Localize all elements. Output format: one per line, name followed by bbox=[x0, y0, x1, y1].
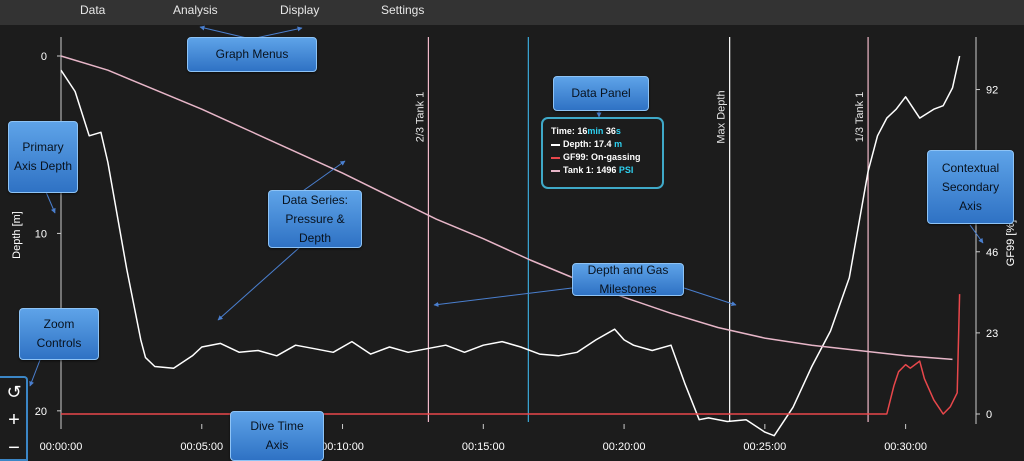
callout-dive-time-axis: Dive Time Axis bbox=[230, 411, 324, 461]
dp-gf-swatch bbox=[551, 156, 560, 159]
x-tick-label: 00:05:00 bbox=[180, 441, 223, 453]
dp-tank-label: Tank 1: bbox=[563, 165, 594, 175]
x-tick-label: 00:30:00 bbox=[884, 441, 927, 453]
dp-time-label: Time: bbox=[551, 126, 575, 136]
arrow-to-maxdepth-milestone bbox=[683, 287, 737, 306]
menu-display[interactable]: Display bbox=[280, 3, 320, 17]
y2-axis-label: GF99 [%] bbox=[1005, 220, 1017, 266]
arrow-to-secondary-axis bbox=[969, 224, 984, 244]
x-tick-label: 00:15:00 bbox=[462, 441, 505, 453]
milestone-label: Max Depth bbox=[716, 90, 728, 143]
dive-chart[interactable]: 05101520023469200:00:0000:05:0000:10:000… bbox=[0, 25, 1024, 461]
zoom-out-icon[interactable]: − bbox=[8, 437, 20, 459]
dp-time-min-unit: min bbox=[587, 126, 604, 136]
menu-analysis[interactable]: Analysis bbox=[173, 3, 218, 17]
y-tick-label: 10 bbox=[35, 228, 47, 240]
callout-graph-menus: Graph Menus bbox=[187, 37, 317, 72]
x-tick-label: 00:00:00 bbox=[40, 441, 83, 453]
menu-bar: Data Analysis Display Settings bbox=[0, 0, 1024, 25]
y2-tick-label: 23 bbox=[986, 328, 998, 340]
milestone-label: 1/3 Tank 1 bbox=[854, 92, 866, 143]
gf99-series-line bbox=[61, 294, 961, 415]
y2-tick-label: 0 bbox=[986, 409, 992, 421]
callout-primary-axis: Primary Axis Depth bbox=[8, 121, 78, 193]
callout-contextual-axis: Contextual Secondary Axis bbox=[927, 150, 1014, 224]
dp-tank-unit: PSI bbox=[618, 165, 634, 175]
y-axis-label: Depth [m] bbox=[11, 211, 23, 259]
callout-depth-gas-milestones: Depth and Gas Milestones bbox=[572, 263, 684, 296]
dp-time-sec-unit: s bbox=[615, 126, 621, 136]
menu-settings[interactable]: Settings bbox=[381, 3, 425, 17]
dp-tank-row: Tank 1: 1496 PSI bbox=[551, 165, 633, 175]
y-tick-label: 20 bbox=[35, 406, 47, 418]
dp-gf-row: GF99: On-gassing bbox=[551, 152, 641, 162]
callout-data-series: Data Series: Pressure & Depth bbox=[268, 190, 362, 248]
dp-depth-swatch bbox=[551, 143, 560, 146]
dp-time-min: 16 bbox=[577, 126, 588, 136]
arrow-to-tank-milestone bbox=[433, 287, 573, 307]
zoom-controls: ↺ + − bbox=[0, 376, 28, 461]
dp-tank-value: 1496 bbox=[596, 165, 617, 175]
x-tick-label: 00:20:00 bbox=[603, 441, 646, 453]
data-panel: Time: 16min 36s Depth: 17.4 m GF99: On-g… bbox=[541, 117, 664, 189]
arrow-to-depth-series bbox=[217, 246, 301, 321]
dp-gf-value: On-gassing bbox=[591, 152, 641, 162]
dp-tank-swatch bbox=[551, 169, 560, 172]
arrow-to-pressure bbox=[299, 160, 346, 194]
y2-tick-label: 46 bbox=[986, 247, 998, 259]
callout-zoom-controls: Zoom Controls bbox=[19, 308, 99, 360]
y-tick-label: 0 bbox=[41, 51, 47, 63]
callout-data-panel: Data Panel bbox=[553, 76, 649, 111]
x-tick-label: 00:10:00 bbox=[321, 441, 364, 453]
dp-depth-unit: m bbox=[614, 139, 623, 149]
arrow-to-zoom bbox=[29, 359, 41, 387]
dp-depth-value: 17.4 bbox=[594, 139, 612, 149]
dp-depth-row: Depth: 17.4 m bbox=[551, 139, 622, 149]
pressure-series-line bbox=[60, 55, 953, 361]
dp-time-row: Time: 16min 36s bbox=[551, 126, 621, 136]
depth-series-line bbox=[60, 55, 961, 437]
x-tick-label: 00:25:00 bbox=[743, 441, 786, 453]
milestone-label: 2/3 Tank 1 bbox=[414, 92, 426, 143]
zoom-in-icon[interactable]: + bbox=[8, 409, 20, 431]
dp-time-sec: 36 bbox=[605, 126, 616, 136]
dp-depth-label: Depth: bbox=[563, 139, 592, 149]
zoom-reset-icon[interactable]: ↺ bbox=[6, 382, 22, 402]
dp-gf-label: GF99: bbox=[563, 152, 589, 162]
menu-data[interactable]: Data bbox=[80, 3, 106, 17]
y2-tick-label: 92 bbox=[986, 85, 998, 97]
